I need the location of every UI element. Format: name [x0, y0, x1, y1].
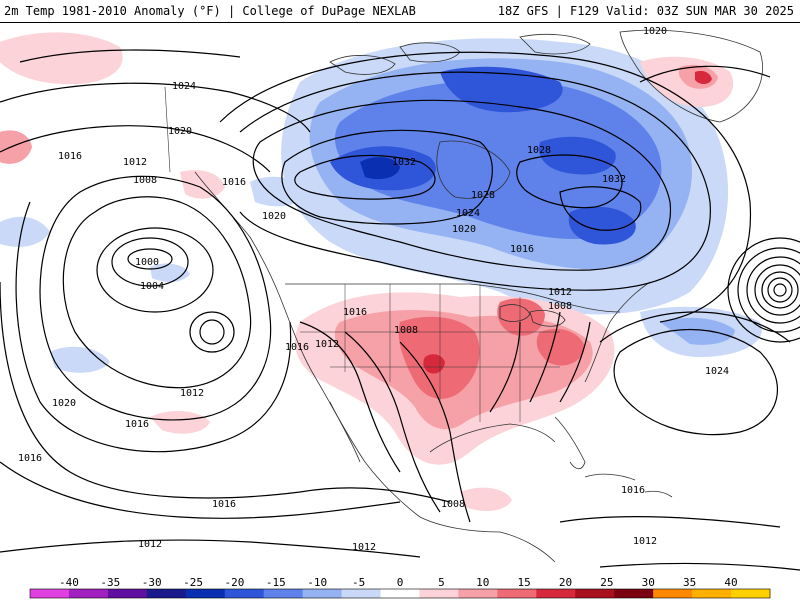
colorbar-swatch	[341, 589, 382, 598]
isobar-label: 1024	[172, 81, 196, 92]
isobar-label: 1008	[548, 301, 572, 312]
isobar-label: 1016	[125, 419, 149, 430]
isobar-label: 1016	[58, 151, 82, 162]
colorbar-swatch	[380, 589, 420, 598]
isobar-contours	[0, 49, 800, 571]
colorbar-tick-label: 35	[683, 576, 696, 589]
colorbar-swatch	[263, 589, 304, 598]
colorbar-swatch	[30, 589, 70, 598]
isobar-label: 1032	[392, 157, 416, 168]
isobar-label: 1020	[262, 211, 286, 222]
colorbar-tick-label: 15	[518, 576, 531, 589]
colorbar-tick-label: -25	[183, 576, 203, 589]
map-header: 2m Temp 1981-2010 Anomaly (°F) | College…	[0, 0, 800, 23]
isobar-label: 1028	[527, 145, 551, 156]
colorbar-tick-label: 20	[559, 576, 572, 589]
colorbar-tick-label: -30	[142, 576, 162, 589]
colorbar-swatch	[497, 589, 537, 598]
colorbar-swatch	[575, 589, 615, 598]
colorbar-tick-label: 5	[438, 576, 445, 589]
isobar-label: 1004	[140, 281, 164, 292]
colorbar-tick-label: 30	[642, 576, 655, 589]
colorbar-swatch	[146, 589, 187, 598]
anomaly-colorbar: -40 -35 -30 -25 -20 -15 -10 -5 0 5 10 15 20 25 30 35 40	[0, 575, 800, 600]
colorbar-swatch	[68, 589, 109, 598]
colorbar-tick-label: 10	[476, 576, 489, 589]
colorbar-tick-label: -40	[59, 576, 79, 589]
colorbar-tick-label: 0	[397, 576, 404, 589]
anomaly-map: 1024 1020 1016 1012 1008 1016 1020 1000 …	[0, 22, 800, 575]
colorbar-tick-label: 25	[600, 576, 613, 589]
isobar-label: 1012	[548, 287, 572, 298]
colorbar-swatch	[458, 589, 498, 598]
isobar-label: 1024	[456, 208, 480, 219]
colorbar-tick-label: -15	[266, 576, 286, 589]
isobar-label: 1012	[352, 542, 376, 553]
isobar-label: 1020	[643, 26, 667, 37]
isobar-label: 1016	[285, 342, 309, 353]
colorbar-swatch	[302, 589, 343, 598]
colorbar-swatch	[107, 589, 148, 598]
colorbar-swatch	[653, 589, 693, 598]
colorbar-swatch	[224, 589, 265, 598]
colorbar-swatch	[185, 589, 226, 598]
isobar-label: 1008	[394, 325, 418, 336]
isobar-label: 1012	[180, 388, 204, 399]
isobar-label: 1024	[705, 366, 729, 377]
model-run-info: 18Z GFS | F129 Valid: 03Z SUN MAR 30 202…	[497, 4, 794, 18]
isobar-label: 1012	[315, 339, 339, 350]
isobar-label: 1016	[343, 307, 367, 318]
colorbar-outline	[29, 588, 771, 599]
map-svg: 1024 1020 1016 1012 1008 1016 1020 1000 …	[0, 22, 800, 575]
colorbar-tick-label: -35	[100, 576, 120, 589]
colorbar-svg: -40 -35 -30 -25 -20 -15 -10 -5 0 5 10 15 20 25 30 35 40	[29, 576, 771, 599]
colorbar-tick-label: -10	[307, 576, 327, 589]
colorbar-swatch	[692, 589, 732, 598]
isobar-label: 1016	[212, 499, 236, 510]
isobar-label: 1016	[222, 177, 246, 188]
isobar-label: 1028	[471, 190, 495, 201]
isobar-label: 1008	[441, 499, 465, 510]
isobar-label: 1032	[602, 174, 626, 185]
warm-anomaly-shading	[0, 32, 734, 512]
geographic-boundaries	[164, 29, 763, 563]
isobar-label: 1020	[52, 398, 76, 409]
isobar-label: 1020	[452, 224, 476, 235]
isobar-label: 1016	[621, 485, 645, 496]
colorbar-tick-label: -20	[225, 576, 245, 589]
colorbar-swatch	[536, 589, 576, 598]
colorbar-swatch	[419, 589, 459, 598]
isobar-labels: 1024 1020 1016 1012 1008 1016 1020 1000 …	[18, 26, 729, 553]
colorbar-swatch	[614, 589, 654, 598]
isobar-label: 1012	[633, 536, 657, 547]
isobar-label: 1016	[18, 453, 42, 464]
isobar-label: 1008	[133, 175, 157, 186]
colorbar-tick-label: 40	[724, 576, 737, 589]
isobar-label: 1012	[138, 539, 162, 550]
cold-anomaly-shading	[0, 38, 762, 373]
isobar-label: 1020	[168, 126, 192, 137]
isobar-label: 1016	[510, 244, 534, 255]
map-title: 2m Temp 1981-2010 Anomaly (°F) | College…	[4, 4, 416, 18]
isobar-label: 1000	[135, 257, 159, 268]
isobar-label: 1012	[123, 157, 147, 168]
colorbar-tick-label: -5	[352, 576, 365, 589]
colorbar-swatch	[731, 589, 771, 598]
